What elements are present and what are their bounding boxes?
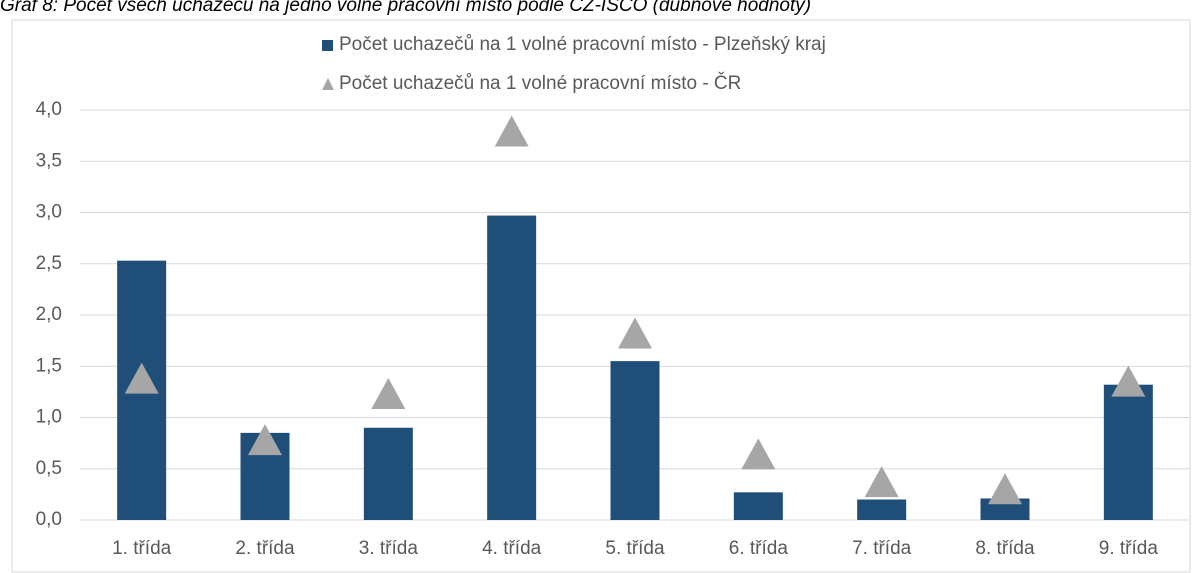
bar	[1103, 384, 1153, 520]
legend-swatch	[322, 78, 334, 90]
legend-swatch	[322, 40, 333, 51]
triangle-marker	[371, 377, 406, 409]
x-tick-label: 2. třída	[235, 538, 295, 559]
y-tick-label: 2,0	[36, 304, 62, 325]
y-tick-label: 4,0	[36, 99, 62, 120]
chart-frame	[11, 19, 1191, 573]
triangle-marker	[248, 424, 282, 456]
x-tick-label: 6. třída	[729, 538, 789, 559]
legend-label: Počet uchazečů na 1 volné pracovní místo…	[339, 34, 826, 55]
x-tick-label: 7. třída	[852, 538, 912, 559]
x-tick-label: 8. třída	[975, 538, 1035, 559]
x-tick-label: 4. třída	[482, 538, 542, 559]
y-tick-label: 2,5	[36, 253, 62, 274]
triangle-marker	[618, 317, 652, 349]
x-tick-label: 5. třída	[605, 538, 665, 559]
y-tick-label: 0,0	[36, 509, 62, 530]
triangle-marker	[988, 473, 1022, 505]
y-tick-label: 3,0	[36, 202, 62, 223]
y-tick-label: 0,5	[36, 458, 62, 479]
bar	[610, 361, 660, 520]
x-tick-label: 1. třída	[112, 538, 172, 559]
y-tick-label: 3,5	[36, 150, 62, 171]
chart-title: Graf 8: Počet všech uchazečů na jedno vo…	[0, 0, 811, 16]
y-tick-label: 1,5	[36, 355, 62, 376]
bar	[857, 499, 907, 520]
triangle-marker	[494, 115, 529, 147]
triangle-marker	[864, 466, 899, 498]
triangle-marker	[124, 362, 159, 394]
bar	[487, 215, 537, 520]
x-tick-label: 9. třída	[1099, 538, 1159, 559]
y-tick-label: 1,0	[36, 407, 62, 428]
bar	[733, 492, 783, 520]
legend-label: Počet uchazečů na 1 volné pracovní místo…	[339, 72, 741, 94]
x-tick-label: 3. třída	[359, 538, 419, 559]
bar	[363, 427, 413, 520]
triangle-marker	[1111, 365, 1146, 397]
triangle-marker	[741, 438, 776, 470]
